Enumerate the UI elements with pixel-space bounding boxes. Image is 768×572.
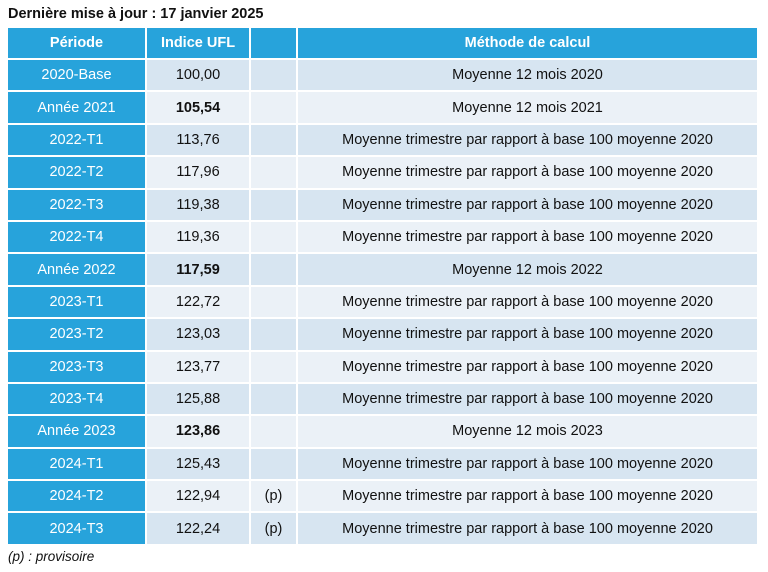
cell-indice-ufl: 117,59 [147,254,249,285]
table-row: 2022-T2 117,96 Moyenne trimestre par rappo… [8,157,757,188]
cell-periode: 2023-T2 [8,319,145,350]
cell-methode: Moyenne trimestre par rapport à base 100… [298,319,757,350]
cell-periode: Année 2023 [8,416,145,447]
header-note [251,28,296,58]
cell-note [251,60,296,91]
table-row: 2024-T2 122,94 (p) Moyenne trimestre par ra… [8,481,757,512]
cell-indice-ufl: 113,76 [147,124,249,156]
cell-methode: Moyenne trimestre par rapport à base 100… [298,351,757,382]
cell-periode: Année 2021 [8,92,145,123]
cell-indice-ufl: 125,43 [147,448,249,480]
table-row: 2023-T2 123,03 Moyenne trimestre par rappo… [8,319,757,350]
cell-note [251,319,296,350]
cell-periode: 2022-T3 [8,189,145,220]
cell-methode: Moyenne 12 mois 2021 [298,92,757,123]
table-body: 2020-Base 100,00 Moyenne 12 mois 2020 Année… [8,60,757,544]
cell-methode: Moyenne trimestre par rapport à base 100… [298,157,757,188]
table-row: Année 2023 123,86 Moyenne 12 mois 2023 [8,416,757,447]
table-row: 2024-T3 122,24 (p) Moyenne trimestre par ra… [8,513,757,544]
cell-note [251,448,296,480]
cell-methode: Moyenne trimestre par rapport à base 100… [298,124,757,156]
table-row: 2023-T1 122,72 Moyenne trimestre par rappo… [8,286,757,318]
cell-periode: Année 2022 [8,254,145,285]
header-indice-ufl: Indice UFL [147,28,249,58]
cell-note [251,254,296,285]
ufl-index-table: Période Indice UFL Méthode de calcul 202… [6,26,759,546]
cell-methode: Moyenne trimestre par rapport à base 100… [298,189,757,220]
table-row: 2023-T4 125,88 Moyenne trimestre par rappo… [8,383,757,415]
cell-indice-ufl: 123,77 [147,351,249,382]
cell-note [251,157,296,188]
cell-indice-ufl: 125,88 [147,383,249,415]
cell-methode: Moyenne trimestre par rapport à base 100… [298,513,757,544]
cell-note: (p) [251,513,296,544]
table-row: 2020-Base 100,00 Moyenne 12 mois 2020 [8,60,757,91]
cell-methode: Moyenne trimestre par rapport à base 100… [298,383,757,415]
cell-indice-ufl: 119,38 [147,189,249,220]
table-row: Année 2021 105,54 Moyenne 12 mois 2021 [8,92,757,123]
cell-note [251,124,296,156]
header-methode-de-calcul: Méthode de calcul [298,28,757,58]
cell-periode: 2023-T1 [8,286,145,318]
cell-periode: 2023-T4 [8,383,145,415]
table-row: 2022-T3 119,38 Moyenne trimestre par rappo… [8,189,757,220]
cell-indice-ufl: 123,03 [147,319,249,350]
table-row: 2022-T4 119,36 Moyenne trimestre par rappo… [8,221,757,253]
cell-note: (p) [251,481,296,512]
cell-methode: Moyenne trimestre par rapport à base 100… [298,286,757,318]
cell-methode: Moyenne 12 mois 2023 [298,416,757,447]
cell-methode: Moyenne trimestre par rapport à base 100… [298,481,757,512]
cell-methode: Moyenne trimestre par rapport à base 100… [298,221,757,253]
cell-periode: 2022-T2 [8,157,145,188]
cell-periode: 2024-T1 [8,448,145,480]
cell-indice-ufl: 117,96 [147,157,249,188]
cell-indice-ufl: 122,72 [147,286,249,318]
cell-note [251,189,296,220]
cell-periode: 2023-T3 [8,351,145,382]
cell-periode: 2024-T2 [8,481,145,512]
header-periode: Période [8,28,145,58]
cell-periode: 2022-T1 [8,124,145,156]
cell-indice-ufl: 100,00 [147,60,249,91]
cell-note [251,416,296,447]
table-row: Année 2022 117,59 Moyenne 12 mois 2022 [8,254,757,285]
cell-note [251,351,296,382]
cell-indice-ufl: 122,94 [147,481,249,512]
cell-methode: Moyenne 12 mois 2022 [298,254,757,285]
cell-note [251,92,296,123]
cell-indice-ufl: 105,54 [147,92,249,123]
cell-note [251,383,296,415]
last-update-text: Dernière mise à jour : 17 janvier 2025 [8,6,264,22]
cell-methode: Moyenne trimestre par rapport à base 100… [298,448,757,480]
table-row: 2023-T3 123,77 Moyenne trimestre par rappo… [8,351,757,382]
cell-indice-ufl: 119,36 [147,221,249,253]
cell-indice-ufl: 122,24 [147,513,249,544]
cell-note [251,221,296,253]
cell-note [251,286,296,318]
cell-periode: 2022-T4 [8,221,145,253]
table-row: 2024-T1 125,43 Moyenne trimestre par rappo… [8,448,757,480]
cell-indice-ufl: 123,86 [147,416,249,447]
cell-periode: 2020-Base [8,60,145,91]
cell-periode: 2024-T3 [8,513,145,544]
table-header-row: Période Indice UFL Méthode de calcul [8,28,757,58]
cell-methode: Moyenne 12 mois 2020 [298,60,757,91]
table-row: 2022-T1 113,76 Moyenne trimestre par rappo… [8,124,757,156]
footnote-provisoire: (p) : provisoire [8,549,95,564]
